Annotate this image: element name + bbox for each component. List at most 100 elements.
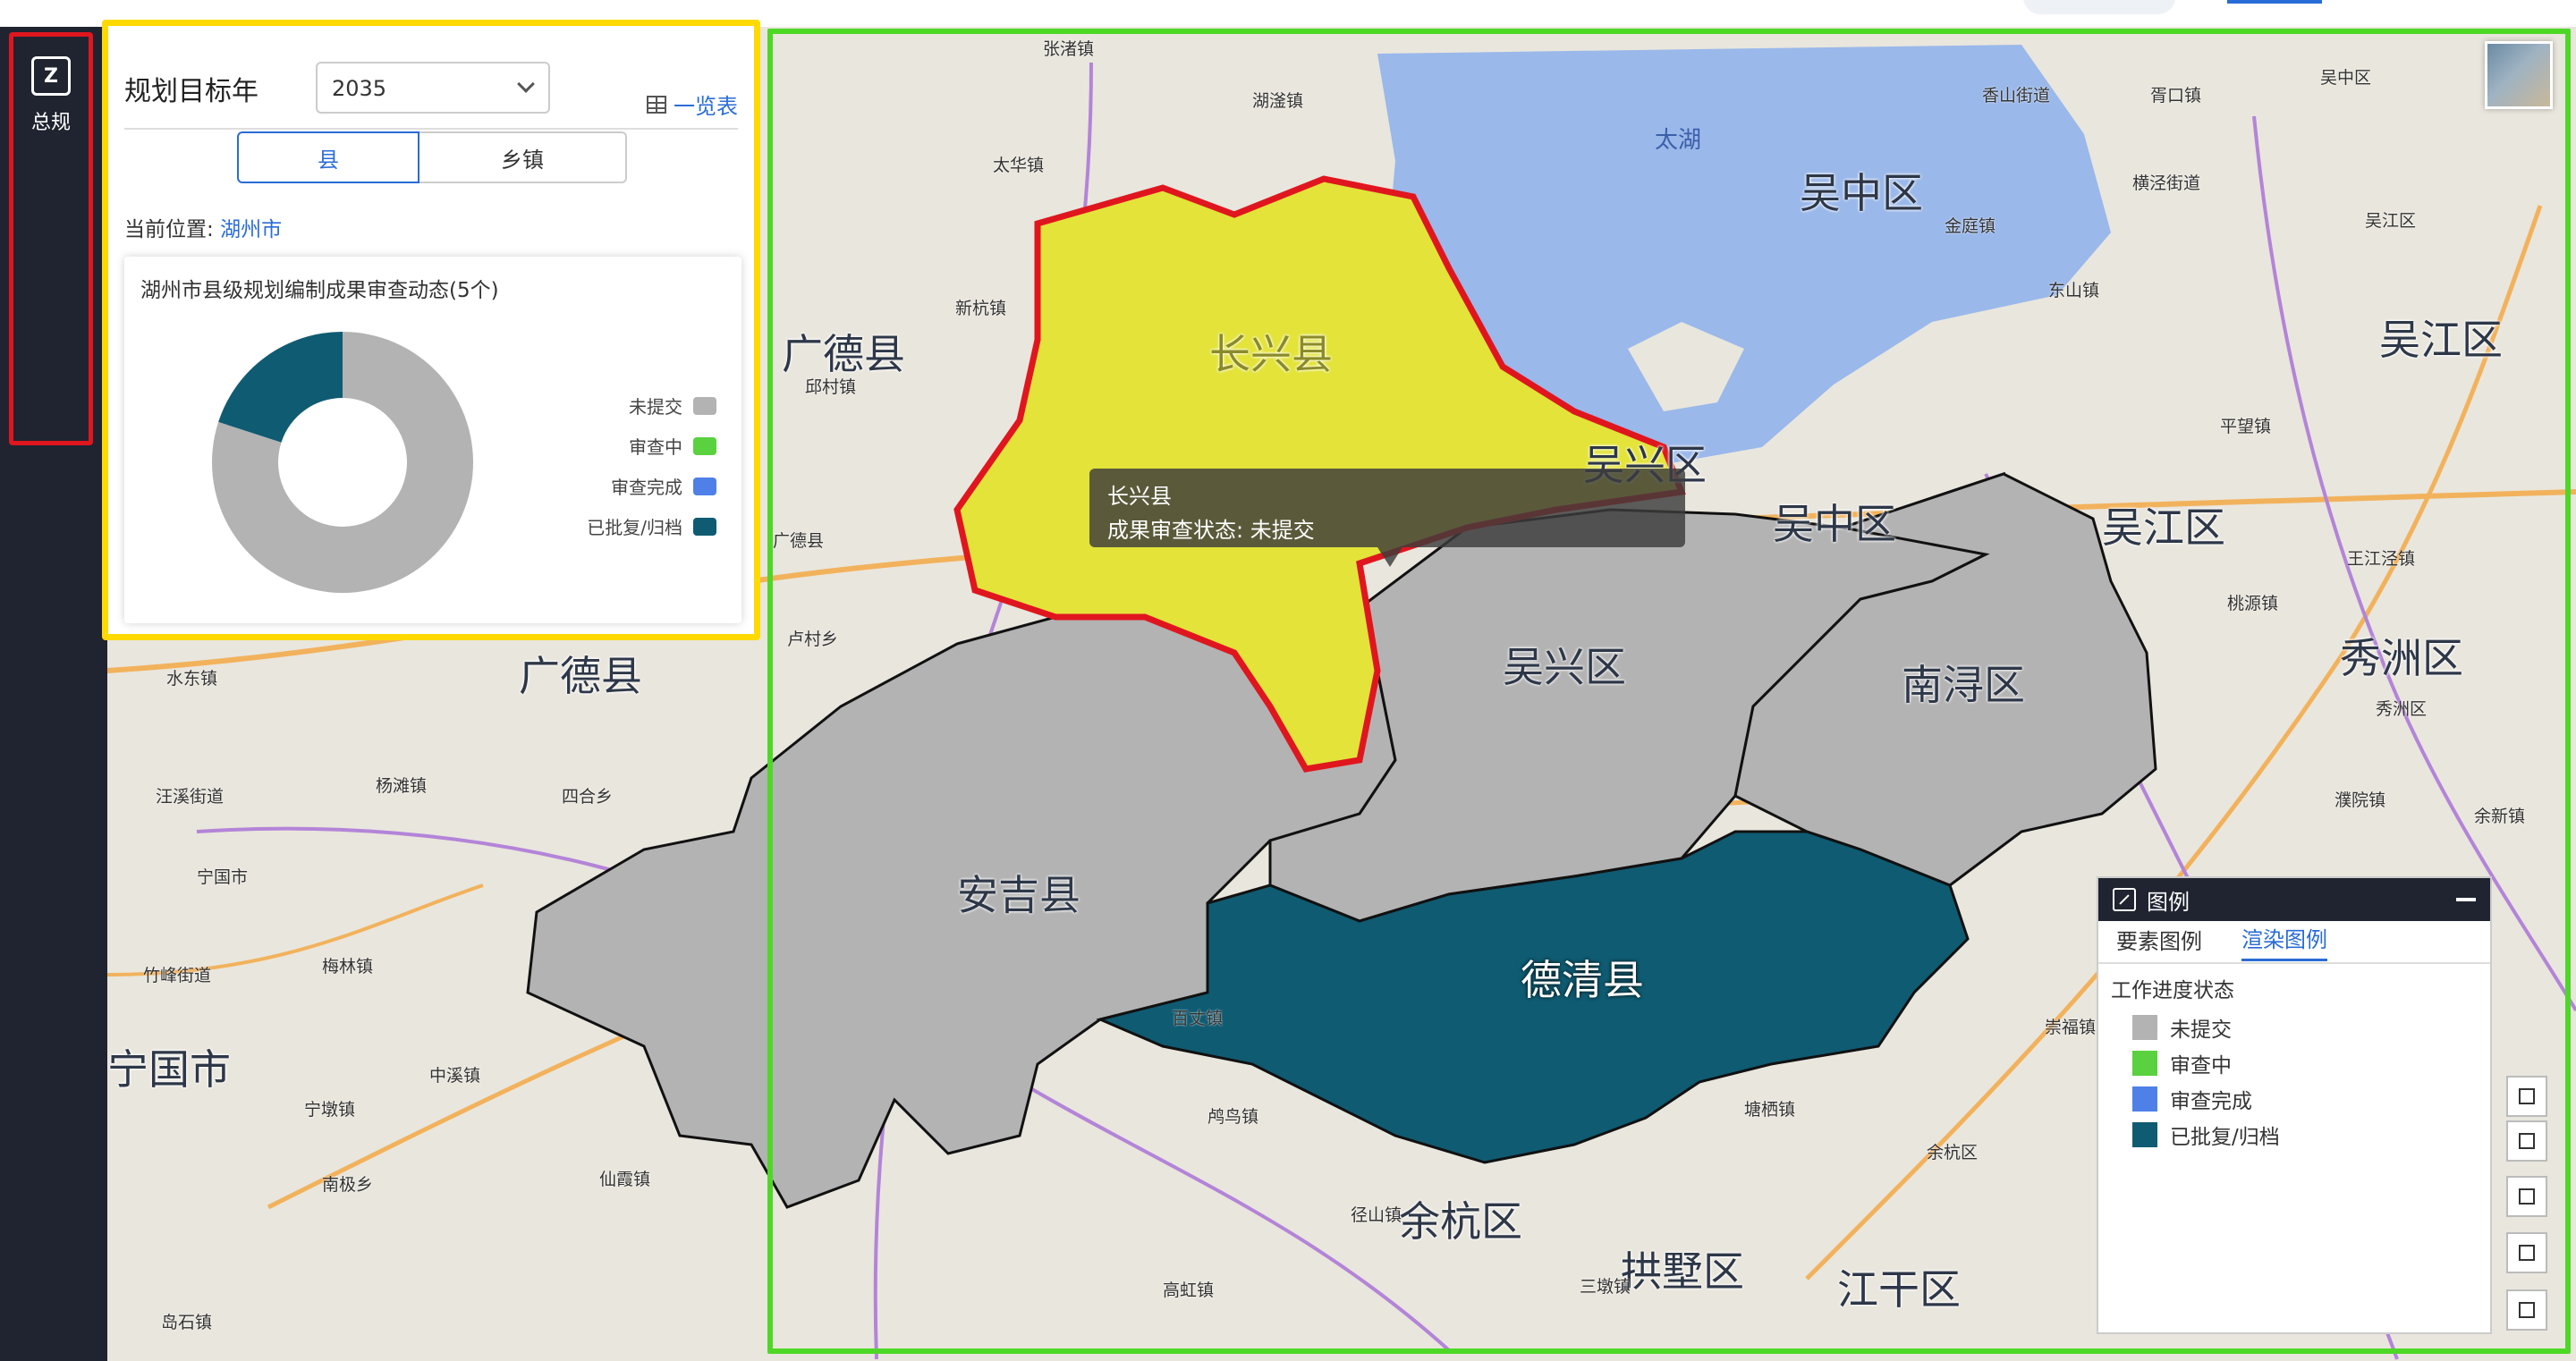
square-icon bbox=[2519, 1302, 2535, 1318]
legend-swatch bbox=[2132, 1051, 2157, 1076]
legend-row-label: 未提交 bbox=[2170, 1019, 2232, 1042]
chevron-down-icon bbox=[517, 75, 535, 93]
map-control-button[interactable] bbox=[2506, 1289, 2547, 1331]
legend-panel: 图例 要素图例 渲染图例 工作进度状态 未提交 审查中 审查完成 已批复/归档 bbox=[2097, 876, 2492, 1334]
map-control-button[interactable] bbox=[2506, 1076, 2547, 1117]
legend-row: 审查完成 bbox=[2132, 1084, 2490, 1114]
chart-legend-swatch bbox=[693, 517, 716, 536]
legend-rows: 未提交审查中审查完成已批复/归档 bbox=[2132, 1012, 2490, 1150]
table-icon bbox=[647, 95, 666, 114]
map-label-town: 吴中区 bbox=[2320, 68, 2372, 88]
tab-township[interactable]: 乡镇 bbox=[419, 131, 627, 183]
road bbox=[1805, 205, 2543, 1281]
map-label-town: 胥口镇 bbox=[2150, 86, 2202, 106]
target-year-label: 规划目标年 bbox=[124, 76, 258, 107]
legend-row: 审查中 bbox=[2132, 1048, 2490, 1078]
square-icon bbox=[2519, 1188, 2535, 1205]
tab-county[interactable]: 县 bbox=[237, 131, 419, 183]
map-label-area: 拱墅区 bbox=[1621, 1247, 1744, 1296]
road bbox=[2252, 115, 2576, 1012]
county-deqing[interactable] bbox=[1096, 830, 1970, 1164]
top-search-pill[interactable] bbox=[2023, 0, 2175, 14]
list-view-label: 一览表 bbox=[674, 94, 738, 119]
map-label-town: 张渚镇 bbox=[1043, 39, 1095, 59]
chart-legend-label: 未提交 bbox=[629, 396, 682, 418]
legend-row-label: 已批复/归档 bbox=[2170, 1126, 2280, 1149]
map-label-town: 广德县 bbox=[773, 531, 825, 551]
map-label-town: 平望镇 bbox=[2220, 417, 2272, 436]
map-label-town: 余新镇 bbox=[2474, 807, 2526, 826]
map-label-area: 秀洲区 bbox=[2340, 634, 2463, 682]
map-label-town: 百丈镇 bbox=[1172, 1009, 1224, 1028]
chart-legend-label: 已批复/归档 bbox=[587, 517, 682, 538]
map-label-county: 长兴县 bbox=[1209, 330, 1333, 378]
tab-render-legend[interactable]: 渲染图例 bbox=[2241, 922, 2327, 961]
map-label-area: 宁国市 bbox=[107, 1045, 231, 1094]
map-label-town: 横泾街道 bbox=[2132, 173, 2201, 193]
top-active-tab-indicator[interactable] bbox=[2227, 0, 2322, 4]
map-label-area: 江干区 bbox=[1837, 1265, 1961, 1314]
chart-title: 湖州市县级规划编制成果审查动态(5个) bbox=[140, 279, 499, 302]
tooltip-status: 成果审查状态: 未提交 bbox=[1107, 513, 1667, 547]
tooltip-arrow bbox=[1377, 547, 1402, 567]
location-link[interactable]: 湖州市 bbox=[220, 218, 283, 241]
chart-legend-item[interactable]: 审查中 bbox=[629, 433, 716, 459]
map-label-county: 吴兴区 bbox=[1503, 643, 1626, 691]
location-label: 当前位置: bbox=[124, 218, 214, 241]
map-control-button[interactable] bbox=[2506, 1232, 2547, 1273]
sidebar-item-general-plan[interactable]: Z 总规 bbox=[9, 32, 93, 445]
map-label-town: 太华镇 bbox=[993, 156, 1045, 175]
map-label-town: 宁国市 bbox=[197, 867, 249, 887]
legend-header: 图例 bbox=[2098, 878, 2490, 921]
lake-taihu bbox=[1324, 45, 2111, 483]
tab-feature-legend[interactable]: 要素图例 bbox=[2116, 928, 2202, 954]
map-label-county: 德清县 bbox=[1521, 956, 1644, 1004]
map-label-town: 新杭镇 bbox=[955, 299, 1007, 318]
map-label-area: 吴中区 bbox=[1773, 500, 1896, 548]
donut-chart bbox=[212, 332, 473, 593]
map-label-town: 余杭区 bbox=[1927, 1143, 1979, 1162]
map-label-town: 濮院镇 bbox=[2334, 790, 2386, 810]
chart-legend-item[interactable]: 审查完成 bbox=[611, 473, 716, 499]
chart-legend-swatch bbox=[693, 396, 716, 415]
minimize-icon[interactable] bbox=[2456, 898, 2476, 901]
current-location: 当前位置: 湖州市 bbox=[124, 212, 282, 242]
map-label-town: 金庭镇 bbox=[1945, 216, 1996, 236]
map-label-town: 吴江区 bbox=[2365, 211, 2417, 231]
map-label-town: 杨滩镇 bbox=[376, 776, 428, 796]
map-label-town: 岛石镇 bbox=[161, 1313, 213, 1332]
map-label-town: 秀洲区 bbox=[2376, 699, 2428, 719]
target-year-value: 2035 bbox=[332, 76, 387, 101]
map-label-county: 安吉县 bbox=[957, 871, 1080, 919]
legend-icon bbox=[2113, 888, 2136, 911]
chart-legend-swatch bbox=[693, 477, 716, 495]
panel-header: 规划目标年 2035 一览表 bbox=[124, 46, 738, 130]
legend-row-label: 审查完成 bbox=[2170, 1090, 2252, 1113]
map-label-area: 余杭区 bbox=[1399, 1197, 1522, 1246]
square-icon bbox=[2519, 1245, 2535, 1261]
map-label-town: 王江泾镇 bbox=[2347, 549, 2416, 569]
island bbox=[1628, 322, 1744, 411]
chart-legend-item[interactable]: 已批复/归档 bbox=[587, 513, 716, 539]
legend-swatch bbox=[2132, 1015, 2157, 1040]
map-control-button[interactable] bbox=[2506, 1176, 2547, 1217]
map-control-button[interactable] bbox=[2506, 1120, 2547, 1162]
map-label-town: 高虹镇 bbox=[1163, 1281, 1215, 1300]
donut-slice-0[interactable] bbox=[212, 332, 473, 593]
list-view-link[interactable]: 一览表 bbox=[647, 89, 738, 120]
map-label-town: 竹峰街道 bbox=[143, 966, 212, 985]
legend-swatch bbox=[2132, 1122, 2157, 1147]
square-icon bbox=[2519, 1088, 2535, 1104]
map-label-town: 仙霞镇 bbox=[599, 1170, 651, 1189]
map-label-town: 宁墩镇 bbox=[304, 1100, 356, 1120]
map-label-town: 桃源镇 bbox=[2227, 594, 2279, 613]
map-label-town: 崇福镇 bbox=[2045, 1018, 2097, 1037]
chart-legend-item[interactable]: 未提交 bbox=[629, 393, 716, 418]
chart-legend: 未提交审查中审查完成已批复/归档 bbox=[587, 393, 716, 539]
target-year-select[interactable]: 2035 bbox=[316, 62, 550, 114]
sidebar-item-label: 总规 bbox=[30, 112, 71, 134]
donut-slice-3[interactable] bbox=[218, 332, 343, 443]
basemap-switcher[interactable] bbox=[2485, 41, 2553, 109]
map-tooltip: 长兴县 成果审查状态: 未提交 bbox=[1089, 469, 1685, 567]
